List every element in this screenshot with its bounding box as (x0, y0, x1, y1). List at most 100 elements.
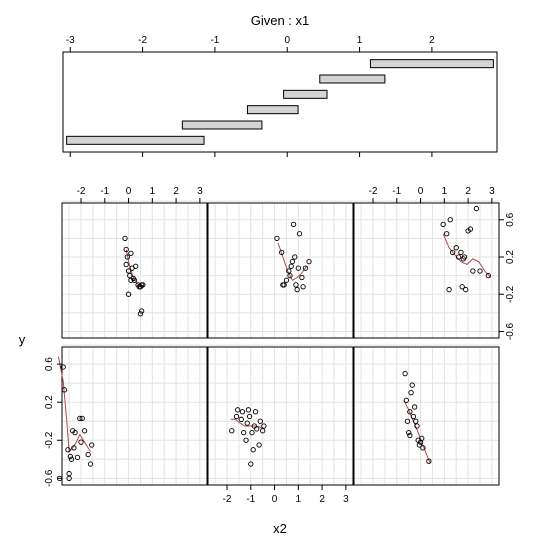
data-point (246, 413, 253, 420)
data-point (470, 268, 476, 274)
x-tick-label: 1 (296, 494, 302, 505)
y-tick-label: -0.6 (44, 469, 55, 487)
x-tick-label: 1 (442, 186, 448, 197)
given-interval-bar (181, 120, 263, 130)
data-point (66, 475, 72, 481)
data-point (229, 428, 235, 434)
data-point (60, 364, 66, 370)
x-axis-label: x2 (273, 521, 287, 536)
data-point (294, 286, 300, 293)
data-point (289, 259, 296, 265)
y-tick-label: 0.6 (505, 212, 516, 226)
y-tick-label: 0.2 (505, 250, 516, 264)
data-point (420, 445, 426, 451)
data-point (463, 286, 469, 293)
data-point (65, 447, 71, 453)
data-point (87, 461, 94, 467)
data-point (283, 277, 290, 283)
data-point (473, 205, 480, 212)
data-point (296, 231, 303, 237)
panel-top-middle (207, 200, 354, 339)
x-tick-label: -1 (392, 186, 401, 197)
data-point (302, 265, 309, 271)
data-point (281, 282, 287, 288)
data-point (125, 291, 132, 297)
data-point (140, 282, 146, 288)
data-point (245, 407, 252, 413)
given-title: Given : x1 (251, 13, 310, 28)
data-point (241, 430, 247, 436)
data-point (403, 397, 409, 403)
panel-frame (353, 202, 500, 339)
data-point (461, 254, 468, 260)
data-point (79, 415, 85, 422)
given-tick-label: -3 (66, 35, 75, 46)
data-point (68, 456, 75, 462)
y-tick-label: -0.2 (505, 285, 516, 303)
y-tick-label: -0.6 (505, 322, 516, 340)
x-tick-label: 3 (197, 186, 203, 197)
data-point (244, 420, 250, 426)
data-point (123, 246, 129, 253)
data-point (72, 430, 78, 436)
data-point (67, 453, 73, 460)
smooth-line (57, 356, 91, 453)
data-point (279, 249, 285, 255)
x-tick-label: -2 (369, 186, 378, 197)
y-tick-label: 0.2 (44, 395, 55, 409)
y-tick-label: -0.2 (44, 431, 55, 449)
data-point (404, 418, 411, 424)
panel-top-right: -2 -1 0 1 2 3 -0.6 -0.2 0.2 0.6 (353, 186, 516, 340)
data-point (410, 413, 417, 420)
data-point (252, 409, 259, 415)
panel-frame (61, 202, 208, 339)
data-point (453, 245, 459, 251)
data-point (133, 263, 139, 269)
data-point (131, 277, 138, 283)
data-point (299, 274, 305, 281)
data-point (306, 259, 312, 265)
data-point (300, 284, 306, 290)
data-point (78, 439, 84, 445)
panel-frame (353, 346, 500, 486)
y-axis-label: y (19, 332, 26, 347)
data-point (122, 235, 128, 242)
data-point (123, 261, 129, 268)
data-point (485, 272, 491, 279)
data-point (250, 447, 256, 453)
panel-top-left: -2 -1 0 1 2 3 (61, 186, 208, 339)
given-interval-bar (369, 59, 494, 69)
data-point (235, 407, 241, 413)
data-point (61, 387, 68, 393)
data-point (407, 409, 413, 415)
panel-frame (207, 346, 354, 486)
given-frame (62, 51, 498, 153)
x-tick-label: -1 (100, 186, 109, 197)
x-tick-label: -1 (246, 494, 255, 505)
data-point (426, 458, 432, 464)
data-point (409, 382, 415, 388)
data-point (286, 268, 292, 274)
y-tick-label: 0.6 (44, 357, 55, 371)
data-point (292, 254, 298, 260)
x-tick-label: 2 (319, 494, 325, 505)
data-point (408, 390, 414, 396)
data-point (85, 451, 91, 458)
data-point (411, 404, 418, 410)
data-point (254, 426, 260, 432)
data-point (274, 235, 280, 242)
data-point (295, 265, 301, 271)
given-tick-label: -2 (138, 35, 147, 46)
data-point (127, 272, 133, 279)
given-tick-label: -1 (210, 35, 219, 46)
data-point (71, 445, 77, 451)
data-point (89, 442, 95, 448)
data-point (414, 423, 420, 429)
given-tick-label: 1 (357, 35, 363, 46)
x-tick-label: -2 (223, 494, 232, 505)
given-panel: -3 -2 -1 0 1 2 (62, 35, 498, 157)
x-tick-label: 0 (126, 186, 132, 197)
data-point (447, 217, 453, 223)
data-point (138, 308, 145, 314)
